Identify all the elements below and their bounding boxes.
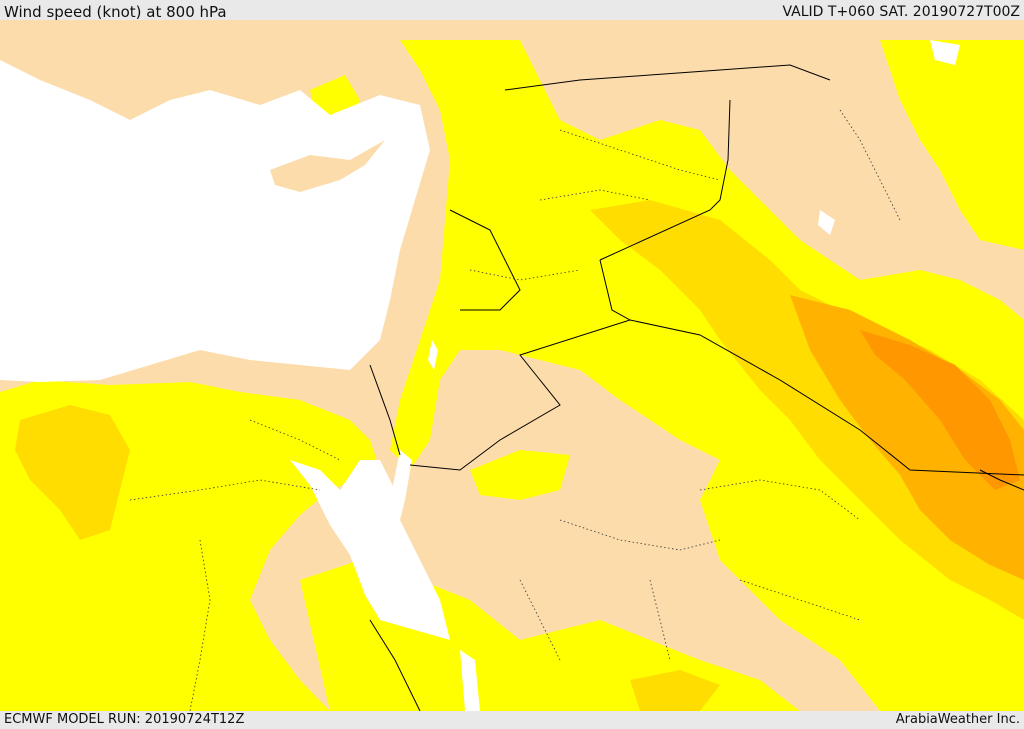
credit: ArabiaWeather Inc. bbox=[895, 712, 1020, 727]
sea-red-sea bbox=[290, 460, 450, 640]
weather-map[interactable] bbox=[0, 20, 1024, 711]
header-bar: Wind speed (knot) at 800 hPa VALID T+060… bbox=[0, 0, 1024, 21]
border-syria-east bbox=[599, 99, 731, 261]
zone-light-northeast bbox=[880, 40, 1024, 250]
island-cyprus bbox=[270, 140, 385, 192]
lake-northeast bbox=[930, 40, 960, 65]
lake-iraq bbox=[818, 210, 835, 235]
sea-mediterranean bbox=[0, 60, 430, 382]
admin-borders bbox=[129, 109, 901, 711]
zone-light-patch-2 bbox=[470, 450, 570, 500]
border-south bbox=[369, 619, 421, 711]
wind-speed-map[interactable] bbox=[0, 20, 1024, 711]
border-saudi-iraq bbox=[979, 469, 1024, 491]
border-lebanon bbox=[449, 209, 521, 311]
sea-gulf-aqaba bbox=[385, 450, 412, 540]
map-title: Wind speed (knot) at 800 hPa bbox=[4, 3, 227, 21]
sea-south bbox=[460, 650, 480, 711]
model-run: ECMWF MODEL RUN: 20190724T12Z bbox=[4, 712, 245, 727]
footer-bar: ECMWF MODEL RUN: 20190724T12Z ArabiaWeat… bbox=[0, 711, 1024, 729]
zone-fresh bbox=[790, 295, 1024, 580]
zone-moderate-south bbox=[630, 670, 720, 711]
lake-dead-sea bbox=[428, 340, 438, 370]
zone-moderate-west bbox=[15, 405, 130, 540]
border-syria-iraq bbox=[504, 64, 831, 91]
zone-moderate-main bbox=[590, 200, 1024, 620]
country-borders bbox=[369, 64, 1024, 711]
border-jordan-iraq bbox=[629, 319, 1024, 476]
border-egypt-israel bbox=[369, 364, 401, 456]
valid-time: VALID T+060 SAT. 20190727T00Z bbox=[782, 4, 1020, 20]
zone-strong bbox=[860, 330, 1020, 490]
border-jordan bbox=[409, 259, 632, 471]
zone-light-levant bbox=[390, 40, 1024, 711]
